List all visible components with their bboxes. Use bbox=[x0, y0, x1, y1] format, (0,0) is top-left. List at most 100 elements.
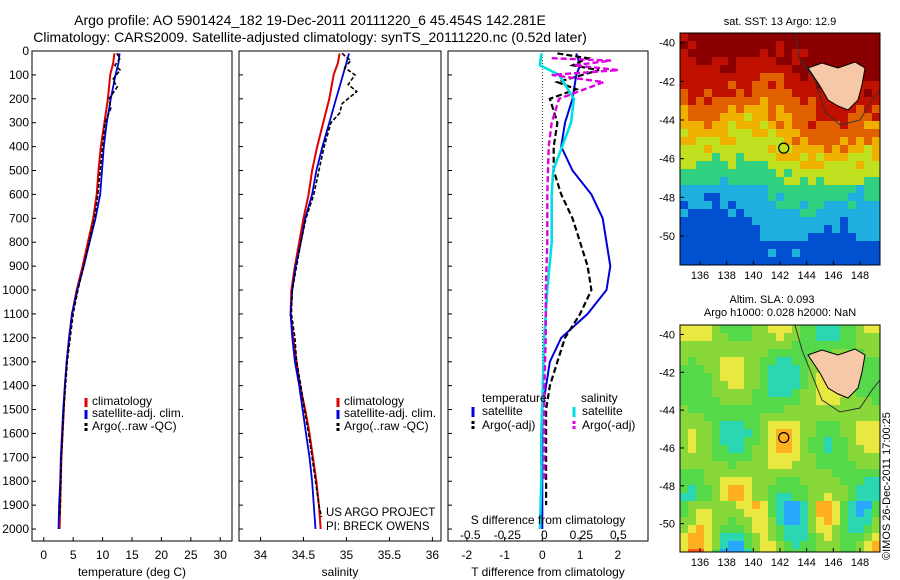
sst-cell bbox=[728, 97, 737, 106]
sla-cell bbox=[728, 413, 737, 422]
sst-cell bbox=[768, 185, 777, 194]
sst-cell bbox=[688, 113, 697, 122]
sla-cell bbox=[720, 349, 729, 358]
sla-cell bbox=[824, 509, 833, 518]
sst-cell bbox=[704, 169, 713, 178]
sst-cell bbox=[728, 81, 737, 90]
sla-cell bbox=[800, 421, 809, 430]
sla-cell bbox=[728, 517, 737, 526]
sst-cell bbox=[680, 177, 689, 186]
difference-series bbox=[538, 52, 619, 530]
sst-cell bbox=[800, 241, 809, 250]
sla-cell bbox=[784, 477, 793, 486]
sla-cell bbox=[864, 501, 873, 510]
sla-cell bbox=[864, 533, 873, 542]
sla-cell bbox=[704, 389, 713, 398]
y-tick-label: 700 bbox=[9, 211, 29, 225]
sst-cell bbox=[736, 161, 745, 170]
sst-cell bbox=[784, 129, 793, 138]
sst-cell bbox=[680, 97, 689, 106]
sst-cell bbox=[800, 161, 809, 170]
sst-cell bbox=[744, 73, 753, 82]
sst-argo-marker bbox=[778, 142, 790, 154]
sla-cell bbox=[704, 485, 713, 494]
sst-cell bbox=[872, 49, 880, 58]
sla-cell bbox=[808, 477, 817, 486]
sla-cell bbox=[832, 349, 841, 358]
sla-cell bbox=[784, 541, 793, 550]
sst-cell bbox=[760, 185, 769, 194]
sst-cell bbox=[800, 81, 809, 90]
sla-cell bbox=[864, 469, 873, 478]
sla-cell bbox=[744, 437, 753, 446]
sst-cell bbox=[704, 161, 713, 170]
sst-cell bbox=[776, 121, 785, 130]
sla-cell bbox=[864, 365, 873, 374]
sla-cell bbox=[784, 389, 793, 398]
sla-cell bbox=[744, 501, 753, 510]
sst-cell bbox=[736, 217, 745, 226]
sst-cell bbox=[800, 201, 809, 210]
sst-cell bbox=[832, 33, 841, 42]
sst-cell bbox=[720, 65, 729, 74]
sla-cell bbox=[848, 549, 857, 552]
sla-cell bbox=[744, 533, 753, 542]
sst-cell bbox=[752, 257, 761, 265]
s-diff-xlabel: S difference from climatology bbox=[471, 513, 626, 527]
sla-cell bbox=[872, 421, 880, 430]
sst-cell bbox=[744, 89, 753, 98]
sst-cell bbox=[864, 113, 873, 122]
sst-cell bbox=[752, 225, 761, 234]
sla-cell bbox=[720, 525, 729, 534]
sst-cell bbox=[816, 105, 825, 114]
sst-cell bbox=[800, 65, 809, 74]
sla-cell bbox=[872, 389, 880, 398]
sla-cell bbox=[680, 517, 689, 526]
sst-cell bbox=[864, 129, 873, 138]
sst-cell bbox=[784, 73, 793, 82]
sla-cell bbox=[752, 541, 761, 550]
sla-cell bbox=[776, 509, 785, 518]
sla-cell bbox=[720, 389, 729, 398]
sst-cell bbox=[776, 241, 785, 250]
sla-cell bbox=[832, 533, 841, 542]
sla-cell bbox=[872, 533, 880, 542]
sst-cell bbox=[784, 49, 793, 58]
sla-cell bbox=[824, 325, 833, 334]
sst-cell bbox=[736, 257, 745, 265]
sst-cell bbox=[696, 113, 705, 122]
sla-cell bbox=[744, 373, 753, 382]
sst-cell bbox=[736, 81, 745, 90]
y-tick-label: 1400 bbox=[2, 379, 29, 393]
sla-cell bbox=[768, 325, 777, 334]
sst-cell bbox=[744, 65, 753, 74]
sla-cell bbox=[736, 341, 745, 350]
sst-cell bbox=[688, 185, 697, 194]
sla-cell bbox=[784, 397, 793, 406]
sla-cell bbox=[736, 397, 745, 406]
sla-cell bbox=[768, 541, 777, 550]
sla-cell bbox=[776, 541, 785, 550]
sst-cell bbox=[760, 65, 769, 74]
sla-cell bbox=[832, 477, 841, 486]
sla-cell bbox=[752, 373, 761, 382]
sst-cell bbox=[784, 105, 793, 114]
sst-cell bbox=[768, 97, 777, 106]
sla-cell bbox=[720, 509, 729, 518]
sla-cell bbox=[760, 405, 769, 414]
sla-cell bbox=[872, 405, 880, 414]
sla-cell bbox=[680, 357, 689, 366]
map-y-tick-label: -46 bbox=[659, 154, 675, 166]
sst-cell bbox=[848, 153, 857, 162]
sst-cell bbox=[704, 185, 713, 194]
sst-cell bbox=[832, 241, 841, 250]
sst-cell bbox=[728, 41, 737, 50]
sla-cell bbox=[696, 421, 705, 430]
sla-cell bbox=[696, 485, 705, 494]
sst-cell bbox=[776, 97, 785, 106]
sst-cell bbox=[704, 209, 713, 218]
sst-cell bbox=[760, 57, 769, 66]
sla-cell bbox=[800, 373, 809, 382]
sla-cell bbox=[736, 429, 745, 438]
sst-cell bbox=[872, 145, 880, 154]
